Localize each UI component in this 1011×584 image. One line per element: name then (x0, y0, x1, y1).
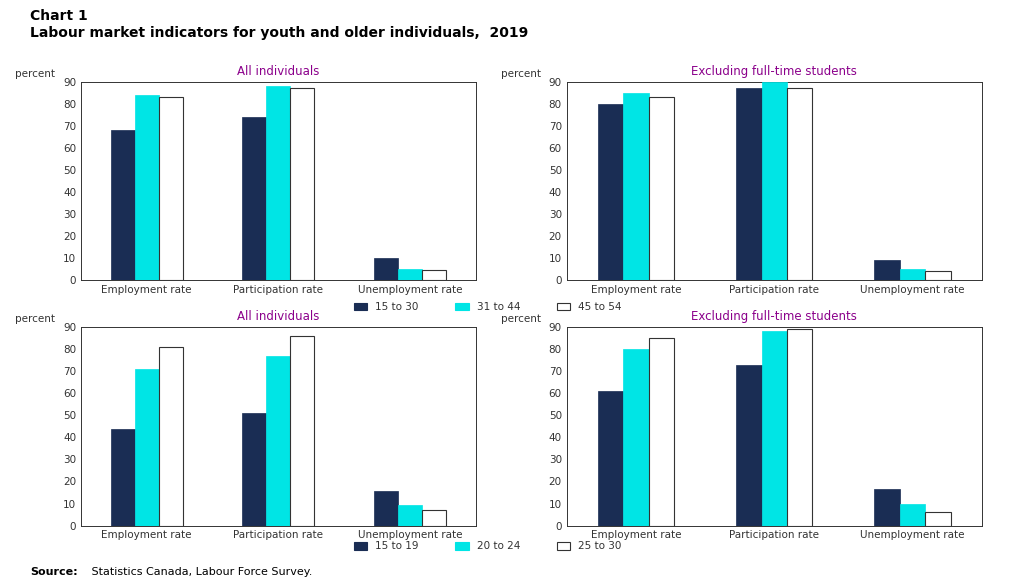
Bar (760, 82, 787, 280)
Text: 25 to 30: 25 to 30 (577, 541, 621, 551)
Bar (373, 258, 397, 280)
Text: Chart 1: Chart 1 (30, 9, 88, 23)
Bar (134, 95, 159, 280)
Bar (874, 489, 899, 526)
Bar (924, 272, 949, 280)
Text: Source:: Source: (30, 567, 78, 577)
Text: Labour market indicators for youth and older individuals,  2019: Labour market indicators for youth and o… (30, 26, 528, 40)
Text: 45 to 54: 45 to 54 (577, 301, 621, 312)
Text: 31 to 44: 31 to 44 (476, 301, 520, 312)
Bar (110, 130, 134, 280)
Text: percent: percent (500, 69, 541, 79)
Title: All individuals: All individuals (237, 310, 319, 323)
Title: Excluding full-time students: Excluding full-time students (691, 310, 856, 323)
Bar (899, 503, 924, 526)
Bar (110, 429, 134, 526)
Bar (787, 329, 812, 526)
Bar (242, 413, 266, 526)
Text: percent: percent (15, 314, 56, 324)
Bar (924, 512, 949, 526)
Bar (623, 93, 648, 280)
Bar (899, 269, 924, 280)
Bar (266, 356, 290, 526)
Text: 20 to 24: 20 to 24 (476, 541, 520, 551)
Bar (648, 97, 673, 280)
Text: 15 to 19: 15 to 19 (375, 541, 419, 551)
Bar (373, 491, 397, 526)
Bar (134, 369, 159, 526)
Bar (397, 505, 422, 526)
Bar (874, 260, 899, 280)
Bar (787, 88, 812, 280)
Bar (290, 88, 314, 280)
Bar (760, 332, 787, 526)
Bar (648, 338, 673, 526)
Text: Statistics Canada, Labour Force Survey.: Statistics Canada, Labour Force Survey. (88, 567, 312, 577)
Bar (159, 97, 183, 280)
Bar (266, 86, 290, 280)
Bar (159, 347, 183, 526)
Bar (422, 510, 446, 526)
Bar (598, 104, 623, 280)
Bar (735, 88, 760, 280)
Title: Excluding full-time students: Excluding full-time students (691, 65, 856, 78)
Title: All individuals: All individuals (237, 65, 319, 78)
Bar (290, 336, 314, 526)
Bar (422, 270, 446, 280)
Bar (735, 364, 760, 526)
Text: percent: percent (15, 69, 56, 79)
Text: percent: percent (500, 314, 541, 324)
Bar (623, 349, 648, 526)
Bar (397, 269, 422, 280)
Bar (242, 117, 266, 280)
Text: 15 to 30: 15 to 30 (375, 301, 419, 312)
Bar (598, 391, 623, 526)
